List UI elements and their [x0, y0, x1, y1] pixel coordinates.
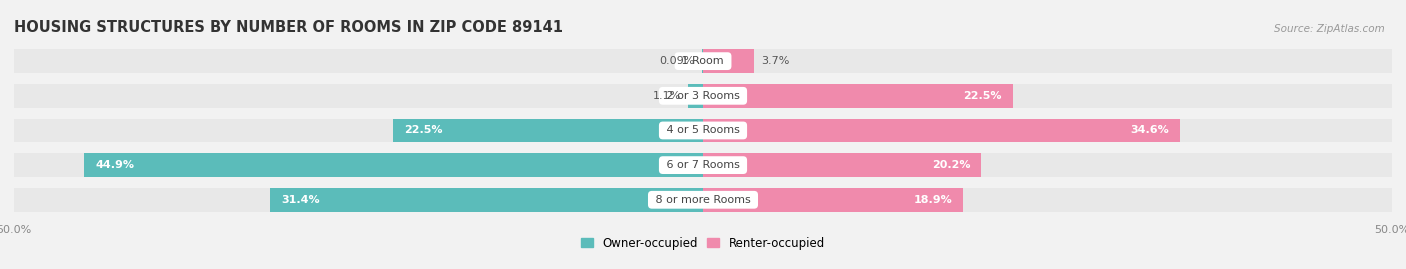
Text: 1 Room: 1 Room [679, 56, 727, 66]
Text: Source: ZipAtlas.com: Source: ZipAtlas.com [1274, 24, 1385, 34]
Bar [392, 119, 703, 142]
Bar [14, 84, 1392, 108]
Text: 2 or 3 Rooms: 2 or 3 Rooms [662, 91, 744, 101]
Text: 44.9%: 44.9% [96, 160, 135, 170]
Text: 3.7%: 3.7% [761, 56, 789, 66]
Text: HOUSING STRUCTURES BY NUMBER OF ROOMS IN ZIP CODE 89141: HOUSING STRUCTURES BY NUMBER OF ROOMS IN… [14, 20, 562, 35]
Bar [14, 49, 1392, 73]
Legend: Owner-occupied, Renter-occupied: Owner-occupied, Renter-occupied [576, 232, 830, 254]
Bar [14, 119, 1392, 142]
Bar [703, 188, 963, 211]
Text: 0.09%: 0.09% [659, 56, 695, 66]
Bar [270, 188, 703, 211]
Bar [703, 153, 981, 177]
Text: 4 or 5 Rooms: 4 or 5 Rooms [662, 125, 744, 136]
Text: 8 or more Rooms: 8 or more Rooms [652, 195, 754, 205]
Bar [703, 119, 1180, 142]
Text: 22.5%: 22.5% [963, 91, 1002, 101]
Bar [703, 49, 754, 73]
Text: 20.2%: 20.2% [932, 160, 970, 170]
Text: 6 or 7 Rooms: 6 or 7 Rooms [662, 160, 744, 170]
Bar [688, 84, 703, 108]
Bar [14, 188, 1392, 211]
Bar [14, 153, 1392, 177]
Text: 34.6%: 34.6% [1130, 125, 1168, 136]
Bar [703, 84, 1012, 108]
Text: 22.5%: 22.5% [404, 125, 443, 136]
Text: 31.4%: 31.4% [281, 195, 321, 205]
Bar [84, 153, 703, 177]
Text: 1.1%: 1.1% [652, 91, 681, 101]
Text: 18.9%: 18.9% [914, 195, 952, 205]
